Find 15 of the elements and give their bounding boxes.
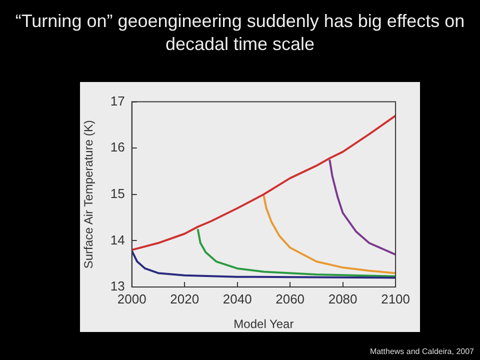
x-tick-label: 2020 [170, 291, 200, 306]
y-tick-label: 13 [110, 278, 125, 294]
y-tick-label: 14 [110, 232, 125, 248]
chart-title: “Turning on” geoengineering suddenly has big effects on decadal time scale [14, 10, 466, 56]
x-tick-label: 2000 [117, 291, 146, 306]
y-axis-title: Surface Air Temperature (K) [82, 120, 96, 269]
x-axis-title: Model Year [234, 317, 294, 332]
x-tick-label: 2080 [328, 291, 358, 306]
x-tick-label: 2060 [276, 291, 305, 306]
y-tick-label: 15 [110, 186, 125, 201]
x-tick-label: 2100 [381, 291, 410, 306]
text: Matthews and Caldeira, 2007 [370, 347, 474, 356]
x-tick-label: 2040 [222, 291, 252, 306]
y-tick-label: 17 [110, 93, 125, 108]
y-tick-label: 16 [110, 140, 125, 155]
